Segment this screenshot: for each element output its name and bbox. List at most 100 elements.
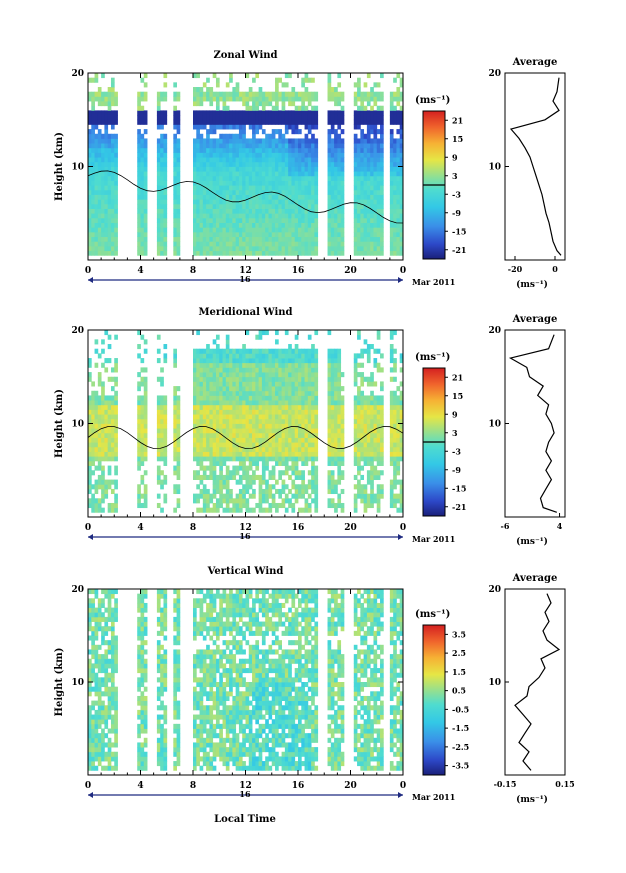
heatmap-cell <box>393 465 397 471</box>
heatmap-cell <box>393 217 397 223</box>
heatmap-cell <box>284 484 289 490</box>
heatmap-cell <box>110 143 115 149</box>
heatmap-cell <box>281 138 286 144</box>
heatmap-cell <box>209 409 214 415</box>
heatmap-cell <box>366 143 371 149</box>
heatmap-cell <box>284 353 289 359</box>
heatmap-cell <box>229 171 233 177</box>
heatmap-cell <box>196 474 200 480</box>
heatmap-cell <box>196 217 200 223</box>
heatmap-cell <box>91 133 95 139</box>
heatmap-cell <box>399 367 404 373</box>
heatmap-cell <box>291 185 296 191</box>
heatmap-cell <box>311 152 315 158</box>
heatmap-cell <box>261 376 266 382</box>
heatmap-cell <box>380 119 384 125</box>
heatmap-cell <box>222 152 227 158</box>
heatmap-cell <box>212 367 217 373</box>
heatmap-cell <box>88 231 92 238</box>
heatmap-cell <box>278 222 282 228</box>
heatmap-cell <box>265 404 269 410</box>
heatmap-cell <box>311 157 315 163</box>
heatmap-cell <box>104 709 109 715</box>
heatmap-cell <box>143 390 148 396</box>
heatmap-cell <box>91 728 95 734</box>
heatmap-cell <box>202 404 207 410</box>
heatmap-cell <box>238 372 243 378</box>
heatmap-cell <box>284 428 289 434</box>
heatmap-cell <box>380 147 384 153</box>
heatmap-cell <box>215 479 220 485</box>
heatmap-cell <box>97 199 102 205</box>
heatmap-cell <box>196 189 200 195</box>
heatmap-cell <box>311 175 315 181</box>
heatmap-cell <box>242 344 246 350</box>
heatmap-cell <box>248 474 253 480</box>
heatmap-cell <box>229 73 233 79</box>
heatmap-cell <box>291 171 296 177</box>
heatmap-cell <box>275 138 279 144</box>
heatmap-cell <box>160 400 164 406</box>
heatmap-cell <box>265 133 269 139</box>
heatmap-cell <box>370 376 374 382</box>
heatmap-cell <box>314 498 319 504</box>
heatmap-cell <box>284 330 289 336</box>
heatmap-cell <box>255 446 260 452</box>
heatmap-cell <box>173 418 177 424</box>
heatmap-cell <box>206 348 210 354</box>
heatmap-cell <box>314 241 319 247</box>
heatmap-cell <box>340 222 345 228</box>
heatmap-cell <box>212 348 217 354</box>
heatmap-cell <box>363 428 368 434</box>
heatmap-cell <box>212 390 217 396</box>
heatmap-cell <box>238 161 243 167</box>
heatmap-cell <box>301 77 305 83</box>
heatmap-cell <box>202 488 207 495</box>
heatmap-cell <box>389 171 394 177</box>
heatmap-cell <box>104 171 109 177</box>
heatmap-cell <box>94 737 99 743</box>
heatmap-cell <box>271 194 276 200</box>
x-tick-label: 12 <box>239 266 252 276</box>
heatmap-cell <box>199 175 204 181</box>
heatmap-cell <box>353 442 358 448</box>
heatmap-cell <box>275 199 279 205</box>
heatmap-cell <box>284 400 289 406</box>
heatmap-cell <box>271 428 276 434</box>
heatmap-cell <box>314 381 319 387</box>
heatmap-cell <box>248 400 253 406</box>
heatmap-cell <box>376 231 381 238</box>
heatmap-cell <box>193 390 197 396</box>
heatmap-cell <box>91 442 95 448</box>
heatmap-cell <box>399 180 404 186</box>
heatmap-cell <box>298 390 302 396</box>
heatmap-cell <box>91 470 95 476</box>
heatmap-cell <box>360 143 365 149</box>
heatmap-cell <box>163 133 168 139</box>
heatmap-cell <box>202 418 207 424</box>
heatmap-cell <box>156 152 161 158</box>
heatmap-cell <box>389 217 394 223</box>
heatmap-cell <box>101 765 105 771</box>
heatmap-cell <box>314 110 319 116</box>
heatmap-cell <box>107 171 112 177</box>
heatmap-cell <box>206 423 210 429</box>
heatmap-cell <box>88 663 92 669</box>
heatmap-cell <box>238 428 243 434</box>
heatmap-cell <box>160 119 164 125</box>
heatmap-cell <box>229 147 233 153</box>
heatmap-cell <box>298 456 302 462</box>
heatmap-cell <box>327 358 332 364</box>
heatmap-cell <box>291 208 296 214</box>
heatmap-cell <box>242 180 246 186</box>
heatmap-cell <box>88 157 92 163</box>
heatmap-cell <box>396 175 401 181</box>
heatmap-cell <box>199 180 204 186</box>
heatmap-cell <box>143 484 148 490</box>
heatmap-cell <box>314 390 319 396</box>
heatmap-cell <box>258 189 263 195</box>
heatmap-cell <box>225 474 230 480</box>
heatmap-cell <box>252 376 256 382</box>
heatmap-cell <box>91 217 95 223</box>
heatmap-cell <box>373 175 378 181</box>
